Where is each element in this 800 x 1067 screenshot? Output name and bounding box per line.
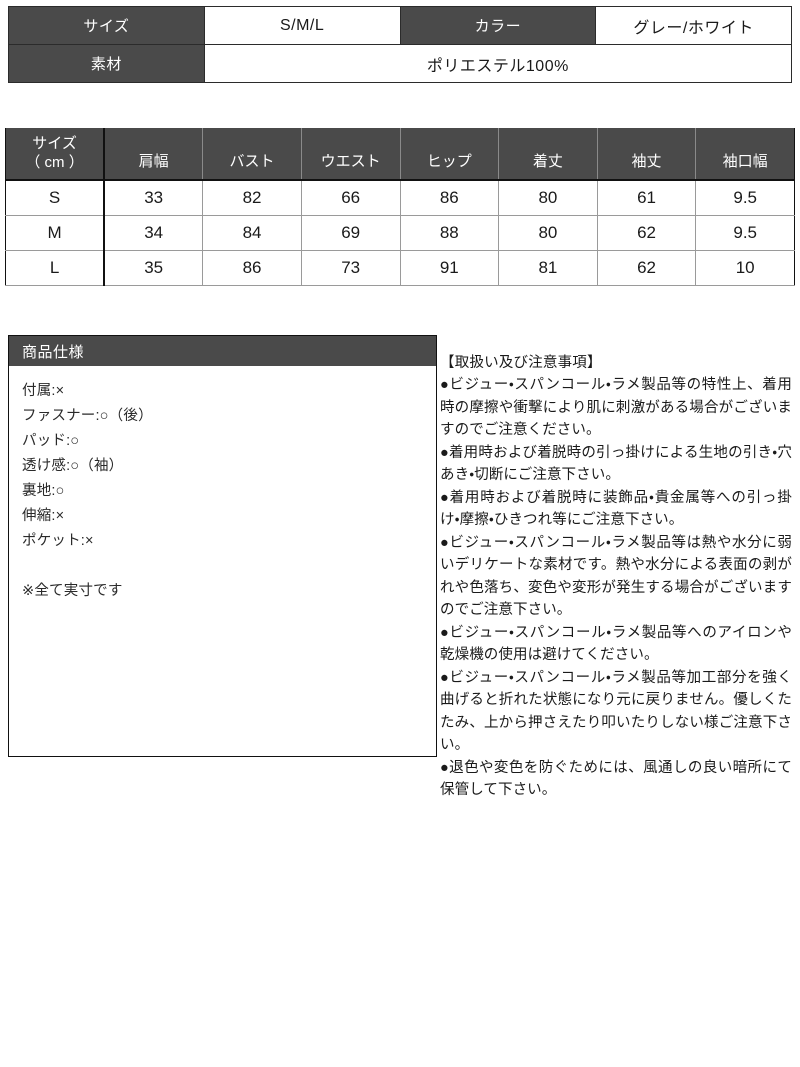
cell-m-bust: 84 bbox=[202, 215, 302, 251]
info-value-color: グレー/ホワイト bbox=[595, 6, 792, 45]
list-item: 透け感:○（袖） bbox=[22, 458, 124, 474]
size-measurement-table: サイズ （ cm ） 肩幅 バスト ウエスト ヒップ 着丈 袖丈 袖口幅 S 3… bbox=[5, 128, 795, 286]
care-instruction-item: ●退色や変色を防ぐためには、風通しの良い暗所にて保管して下さい。 bbox=[440, 759, 792, 799]
list-item: ポケット:× bbox=[22, 533, 94, 549]
spec-panel-title: 商品仕様 bbox=[9, 336, 436, 366]
cell-l-length: 81 bbox=[498, 250, 598, 286]
size-header-length: 着丈 bbox=[498, 128, 598, 181]
care-instruction-item: ●着用時および着脱時に装飾品・貴金属等への引っ掛け・摩擦・ひきつれ等にご注意下さ… bbox=[440, 489, 792, 529]
cell-s-sleeve-length: 61 bbox=[597, 180, 697, 216]
size-header-cuff-width: 袖口幅 bbox=[695, 128, 795, 181]
product-info-table: サイズ S/M/L カラー グレー/ホワイト 素材 ポリエステル100% bbox=[8, 6, 793, 83]
cell-l-hip: 91 bbox=[400, 250, 500, 286]
spec-panel-body: 付属:× ファスナー:○（後） パッド:○ 透け感:○（袖） 裏地:○ 伸縮:×… bbox=[9, 366, 436, 604]
size-header-sleeve-length: 袖丈 bbox=[597, 128, 697, 181]
cell-m-shoulder: 34 bbox=[104, 215, 204, 251]
cell-s-bust: 82 bbox=[202, 180, 302, 216]
table-row: S 33 82 66 86 80 61 9.5 bbox=[5, 180, 795, 216]
cell-l-bust: 86 bbox=[202, 250, 302, 286]
spec-panel-note: ※全て実寸です bbox=[22, 583, 123, 599]
cell-l-waist: 73 bbox=[301, 250, 401, 286]
list-item: パッド:○ bbox=[22, 433, 80, 449]
list-item: 伸縮:× bbox=[22, 508, 65, 524]
cell-s-waist: 66 bbox=[301, 180, 401, 216]
size-table-body: S 33 82 66 86 80 61 9.5 M 34 84 69 88 80… bbox=[5, 180, 795, 286]
care-instruction-item: ●ビジュー・スパンコール・ラメ製品等加工部分を強く曲げると折れた状態になり元に戻… bbox=[440, 669, 792, 754]
cell-s-cuff-width: 9.5 bbox=[695, 180, 795, 216]
care-instructions-title: 【取扱い及び注意事項】 bbox=[440, 355, 602, 371]
care-instructions-block: 【取扱い及び注意事項】 ●ビジュー・スパンコール・ラメ製品等の特性上、着用時の摩… bbox=[440, 352, 792, 802]
care-instruction-item: ●着用時および着脱時の引っ掛けによる生地の引き・穴あき・切断にご注意下さい。 bbox=[440, 444, 792, 484]
size-table-header-row: サイズ （ cm ） 肩幅 バスト ウエスト ヒップ 着丈 袖丈 袖口幅 bbox=[5, 128, 795, 181]
info-value-material: ポリエステル100% bbox=[203, 44, 793, 83]
size-header-hip: ヒップ bbox=[400, 128, 500, 181]
care-instruction-item: ●ビジュー・スパンコール・ラメ製品等の特性上、着用時の摩擦や衝撃により肌に刺激が… bbox=[440, 377, 792, 438]
size-table-corner-header: サイズ （ cm ） bbox=[5, 128, 106, 181]
cell-l-sleeve-length: 62 bbox=[597, 250, 697, 286]
info-label-material: 素材 bbox=[8, 44, 205, 83]
table-row: M 34 84 69 88 80 62 9.5 bbox=[5, 215, 795, 251]
info-label-color: カラー bbox=[399, 6, 597, 45]
size-row-label-l: L bbox=[5, 250, 106, 286]
info-table-body: サイズ S/M/L カラー グレー/ホワイト 素材 ポリエステル100% bbox=[8, 6, 793, 83]
cell-m-sleeve-length: 62 bbox=[597, 215, 697, 251]
size-header-bust: バスト bbox=[202, 128, 302, 181]
info-value-size: S/M/L bbox=[203, 6, 401, 45]
care-instruction-item: ●ビジュー・スパンコール・ラメ製品等は熱や水分に弱いデリケートな素材です。熱や水… bbox=[440, 534, 792, 619]
cell-m-length: 80 bbox=[498, 215, 598, 251]
size-header-waist: ウエスト bbox=[301, 128, 401, 181]
table-row: L 35 86 73 91 81 62 10 bbox=[5, 250, 795, 286]
info-row-size-color: サイズ S/M/L カラー グレー/ホワイト bbox=[8, 6, 792, 45]
cell-s-hip: 86 bbox=[400, 180, 500, 216]
cell-l-shoulder: 35 bbox=[104, 250, 204, 286]
size-header-shoulder: 肩幅 bbox=[104, 128, 204, 181]
list-item: 裏地:○ bbox=[22, 483, 65, 499]
size-table-head: サイズ （ cm ） 肩幅 バスト ウエスト ヒップ 着丈 袖丈 袖口幅 bbox=[5, 128, 795, 181]
cell-m-hip: 88 bbox=[400, 215, 500, 251]
corner-label-unit: （ cm ） bbox=[25, 153, 84, 171]
product-specification-panel: 商品仕様 付属:× ファスナー:○（後） パッド:○ 透け感:○（袖） 裏地:○… bbox=[8, 335, 437, 757]
size-row-label-m: M bbox=[5, 215, 106, 251]
cell-m-waist: 69 bbox=[301, 215, 401, 251]
list-item: 付属:× bbox=[22, 383, 65, 399]
cell-s-length: 80 bbox=[498, 180, 598, 216]
list-item: ファスナー:○（後） bbox=[22, 408, 153, 424]
info-row-material: 素材 ポリエステル100% bbox=[8, 44, 793, 83]
corner-label-size: サイズ bbox=[32, 134, 77, 152]
cell-s-shoulder: 33 bbox=[104, 180, 204, 216]
info-label-size: サイズ bbox=[8, 6, 205, 45]
cell-l-cuff-width: 10 bbox=[695, 250, 795, 286]
size-row-label-s: S bbox=[5, 180, 106, 216]
care-instruction-item: ●ビジュー・スパンコール・ラメ製品等へのアイロンや乾燥機の使用は避けてください。 bbox=[440, 624, 792, 664]
cell-m-cuff-width: 9.5 bbox=[695, 215, 795, 251]
